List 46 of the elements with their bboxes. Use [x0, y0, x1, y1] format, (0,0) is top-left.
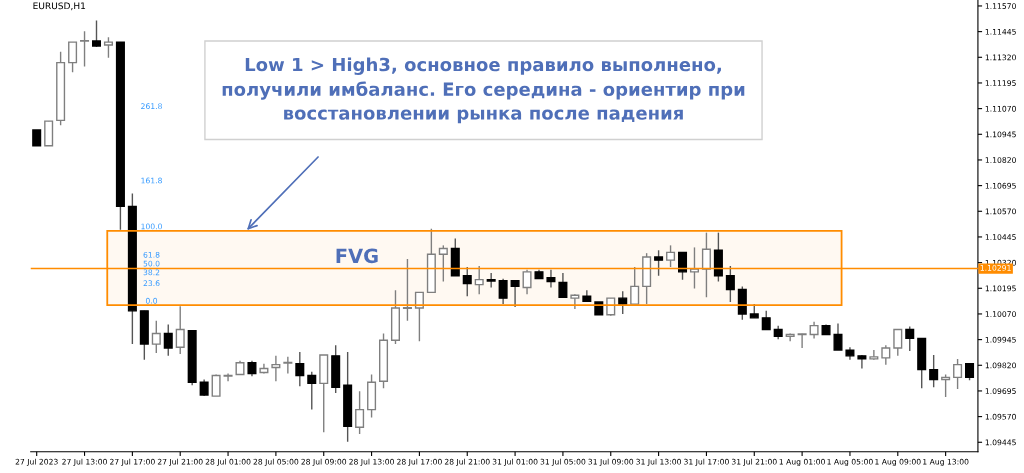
candlestick — [785, 332, 795, 342]
annotation: Low 1 > High3, основное правило выполнено, получили имбаланс. Его середина - ориентир при восстановлении рынка после падения — [222, 57, 745, 124]
candlestick — [402, 258, 412, 322]
candlestick — [103, 36, 113, 59]
candlestick — [618, 290, 628, 315]
candlestick — [893, 328, 903, 357]
candlestick — [666, 244, 676, 268]
candlestick — [881, 344, 891, 366]
candlestick — [151, 320, 161, 354]
candlestick — [486, 272, 496, 289]
candlestick — [929, 354, 939, 388]
candlestick — [630, 266, 640, 305]
candlestick — [510, 279, 520, 308]
candlestick — [761, 310, 771, 331]
chart-title: EURUSD,H1 — [33, 2, 86, 11]
candlestick — [80, 30, 90, 68]
candlestick — [91, 19, 102, 48]
candlestick — [175, 305, 185, 355]
candlestick — [546, 269, 556, 289]
candlestick — [68, 41, 78, 73]
candlestick — [163, 323, 173, 357]
candlestick — [689, 246, 699, 290]
candlestick — [295, 351, 305, 387]
candlestick — [558, 272, 568, 299]
candlestick — [283, 356, 293, 375]
candlestick — [833, 322, 843, 351]
band-label: FVG — [336, 248, 378, 264]
candlestick — [438, 244, 448, 283]
candlestick — [474, 265, 484, 295]
candlestick — [953, 358, 963, 390]
candlestick — [498, 277, 508, 305]
candlestick — [725, 265, 735, 303]
candlestick — [869, 349, 879, 361]
candlestick — [271, 355, 281, 382]
candlestick — [797, 333, 807, 349]
candlestick — [654, 249, 664, 277]
candlestick — [857, 354, 867, 370]
candlestick — [701, 231, 711, 299]
candlestick — [223, 372, 233, 382]
candlestick — [307, 370, 317, 411]
candlestick — [522, 269, 532, 295]
candlestick — [462, 266, 472, 297]
candlestick — [905, 325, 915, 352]
candlestick — [677, 251, 688, 281]
candlestick — [941, 373, 951, 398]
candlestick — [355, 390, 365, 435]
